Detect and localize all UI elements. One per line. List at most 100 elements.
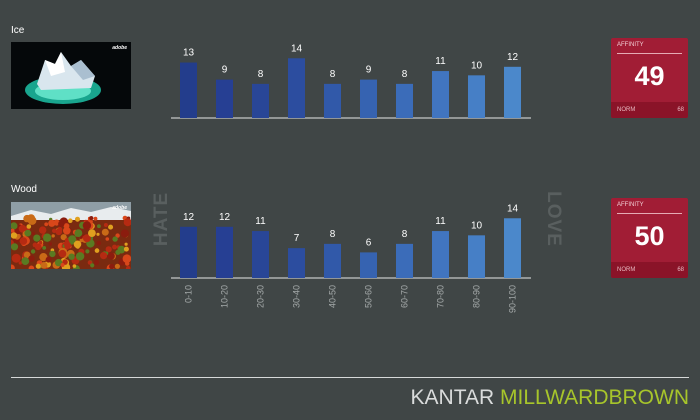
bar-value-label: 12 xyxy=(507,52,519,63)
bar-20-30 xyxy=(252,231,269,278)
foliage-dot xyxy=(96,240,102,246)
image-watermark: adobe xyxy=(112,45,127,51)
bar-10-20 xyxy=(216,79,233,118)
iceberg-picture xyxy=(11,42,131,109)
affinity-value: 50 xyxy=(634,221,665,251)
foliage-dot xyxy=(55,228,63,236)
bar-0-10 xyxy=(180,226,197,278)
foliage-dot xyxy=(51,234,55,238)
foliage-dot xyxy=(18,224,27,233)
foliage-dot xyxy=(40,262,48,269)
bar-value-label: 12 xyxy=(183,212,195,223)
affinity-card-ice: AFFINITY 49 NORM 68 xyxy=(611,38,688,118)
foliage-dot xyxy=(115,249,121,255)
foliage-dot xyxy=(33,234,41,242)
image-watermark: adobe xyxy=(112,205,127,211)
foliage-dot xyxy=(101,228,109,236)
foliage-dot xyxy=(94,248,100,253)
bar-30-40 xyxy=(288,58,305,118)
bar-80-90 xyxy=(468,75,485,118)
bar-70-80 xyxy=(432,231,449,278)
foliage-dot xyxy=(90,263,95,268)
affinity-title: AFFINITY xyxy=(617,202,644,208)
affinity-footer: NORM 68 xyxy=(611,102,688,118)
foliage-dot xyxy=(68,235,77,243)
foliage-dot xyxy=(30,249,36,254)
foliage-dot xyxy=(52,228,57,233)
foliage-dot xyxy=(124,242,128,246)
foliage-dot xyxy=(23,214,31,223)
affinity-title: AFFINITY xyxy=(617,42,644,48)
bar-value-label: 7 xyxy=(294,233,300,244)
bar-value-label: 12 xyxy=(219,212,231,223)
foliage-dot xyxy=(109,263,115,269)
foliage-dot xyxy=(88,229,96,237)
bar-value-label: 11 xyxy=(255,216,266,227)
foliage-dot xyxy=(21,257,30,265)
hate-axis-label: HATE xyxy=(151,191,173,247)
foliage-dot xyxy=(115,233,120,238)
brand-kantar: KANTAR xyxy=(410,386,495,409)
norm-value: 68 xyxy=(677,107,684,113)
bar-value-label: 11 xyxy=(435,216,446,227)
forest-picture xyxy=(11,202,131,269)
norm-value: 68 xyxy=(677,267,684,273)
x-tick-label: 80-90 xyxy=(472,285,482,308)
foliage-dot xyxy=(68,253,75,260)
foliage-dot xyxy=(44,222,49,227)
foliage-dot xyxy=(93,216,98,221)
foliage-dot xyxy=(31,231,35,236)
foliage-dot xyxy=(60,234,67,241)
foliage-dot xyxy=(11,228,15,233)
x-tick-label: 60-70 xyxy=(400,285,410,308)
foliage-dot xyxy=(42,246,47,250)
foliage-dot xyxy=(23,251,31,259)
foliage-dot xyxy=(43,233,52,242)
bar-value-label: 9 xyxy=(366,65,372,76)
bar-50-60 xyxy=(360,252,377,278)
foliage-dot xyxy=(108,224,114,230)
foliage-dot xyxy=(11,243,19,251)
foliage-dot xyxy=(39,253,48,262)
foliage-dot xyxy=(49,250,56,258)
norm-label: NORM xyxy=(617,107,636,113)
bar-value-label: 6 xyxy=(366,237,372,248)
bar-40-50 xyxy=(324,243,341,278)
bar-60-70 xyxy=(396,243,413,278)
foliage-dot xyxy=(19,237,28,245)
x-tick-label: 30-40 xyxy=(292,285,302,308)
x-tick-label: 40-50 xyxy=(328,285,338,308)
bar-30-40 xyxy=(288,248,305,278)
foliage-dot xyxy=(125,261,130,266)
foliage-dot xyxy=(45,256,52,263)
love-axis-label: LOVE xyxy=(542,191,564,247)
bar-value-label: 8 xyxy=(402,229,408,240)
bar-value-label: 9 xyxy=(222,65,228,76)
bar-60-70 xyxy=(396,83,413,118)
bar-value-label: 10 xyxy=(471,60,483,71)
foliage-dot xyxy=(60,263,65,267)
affinity-value: 49 xyxy=(634,61,665,91)
foliage-dot xyxy=(54,258,63,267)
foliage-dot xyxy=(120,229,129,238)
foliage-dot xyxy=(34,243,42,251)
footer-divider xyxy=(11,377,689,378)
norm-label: NORM xyxy=(617,267,636,273)
foliage-dot xyxy=(11,222,18,230)
foliage-dot xyxy=(105,246,112,253)
bar-90-100 xyxy=(504,66,521,118)
foliage-dot xyxy=(74,229,83,237)
bar-0-10 xyxy=(180,62,197,118)
foliage-dot xyxy=(89,216,94,221)
foliage-dot xyxy=(82,221,92,230)
foliage-dot xyxy=(68,218,73,223)
bar-value-label: 8 xyxy=(402,69,408,80)
row-label-ice: Ice xyxy=(11,25,25,36)
foliage-dot xyxy=(94,259,100,266)
bar-20-30 xyxy=(252,83,269,118)
foliage-dot xyxy=(97,224,101,229)
foliage-dot xyxy=(11,264,15,269)
bar-80-90 xyxy=(468,235,485,278)
foliage-dot xyxy=(64,241,72,249)
affinity-divider xyxy=(617,53,682,54)
